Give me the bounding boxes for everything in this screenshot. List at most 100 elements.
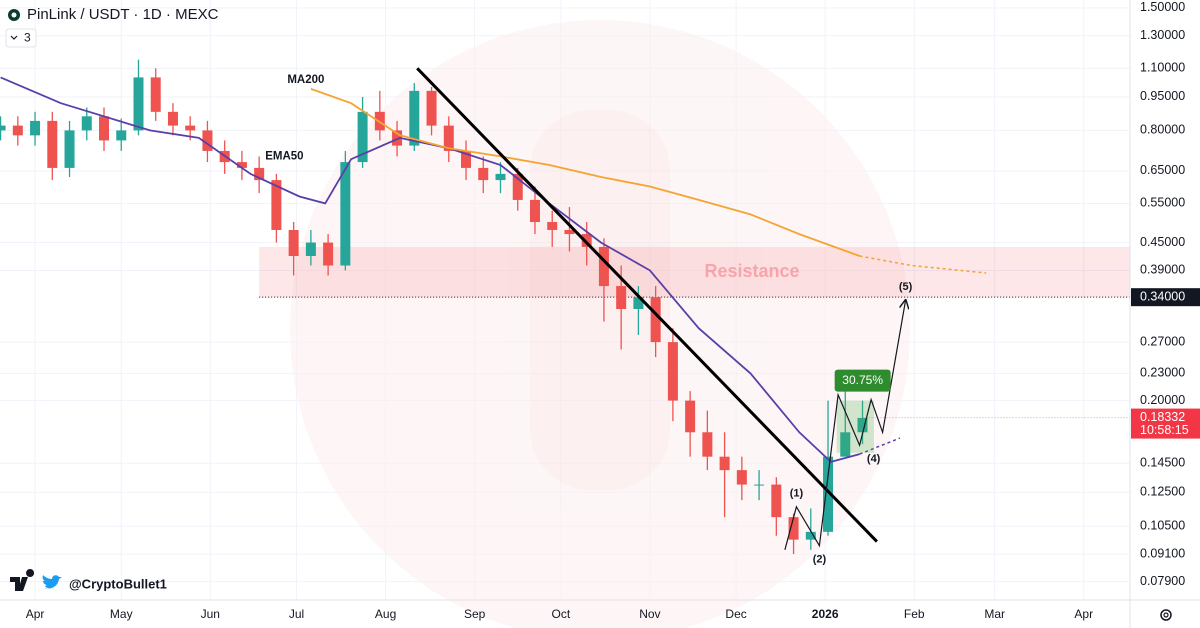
y-tick-label: 0.10500 bbox=[1140, 518, 1185, 532]
badge: 3 bbox=[24, 31, 31, 45]
candle-body bbox=[771, 484, 782, 518]
candle-body bbox=[340, 162, 351, 266]
wave-path bbox=[784, 300, 906, 550]
background-watermark bbox=[290, 20, 910, 628]
x-tick-label: May bbox=[110, 607, 133, 621]
wave-label: (5) bbox=[899, 281, 913, 293]
candle-body bbox=[667, 342, 678, 401]
last-price-label: 0.18332 bbox=[1140, 410, 1185, 424]
y-tick-label: 0.65000 bbox=[1140, 163, 1185, 177]
x-tick-label: Sep bbox=[464, 607, 486, 621]
x-tick-label: Jul bbox=[289, 607, 304, 621]
symbol-header: PinLink / USDT · 1D · MEXC 3 bbox=[5, 6, 219, 48]
candle-body bbox=[788, 517, 799, 540]
candle-body bbox=[512, 173, 523, 200]
author-handle: @CryptoBullet1 bbox=[69, 576, 167, 591]
y-tick-label: 0.27000 bbox=[1140, 334, 1185, 348]
candle-body bbox=[12, 125, 23, 136]
y-tick-label: 0.55000 bbox=[1140, 196, 1185, 210]
candle-body bbox=[719, 456, 730, 471]
x-tick-label: Jun bbox=[201, 607, 220, 621]
wave-label: (4) bbox=[867, 453, 881, 465]
candle-body bbox=[736, 470, 747, 485]
candle-body bbox=[633, 297, 644, 310]
x-tick-label: Oct bbox=[551, 607, 570, 621]
candle-body bbox=[529, 199, 540, 223]
indicator-projection bbox=[859, 437, 901, 455]
indicator-label: MA200 bbox=[287, 74, 324, 86]
candle-body bbox=[116, 130, 127, 141]
axes: 1.50000 1.30000 1.10000 0.95000 0.80000 0.650… bbox=[26, 0, 1200, 621]
indicator-label: EMA50 bbox=[265, 151, 303, 163]
candle-body bbox=[461, 150, 472, 168]
candle-body bbox=[47, 120, 58, 168]
candle-body bbox=[823, 456, 834, 532]
y-tick-label: 0.12500 bbox=[1140, 485, 1185, 499]
candle-body bbox=[702, 432, 713, 457]
candle-body bbox=[271, 180, 282, 230]
x-tick-label: 2026 bbox=[812, 607, 839, 621]
indicator-line bbox=[310, 88, 860, 257]
candle-body bbox=[133, 77, 144, 131]
measure-label-box bbox=[834, 369, 891, 392]
candle-body bbox=[64, 130, 75, 168]
candle-body bbox=[478, 167, 489, 181]
y-tick-label: 0.20000 bbox=[1140, 393, 1185, 407]
symbol-logo-dot bbox=[11, 12, 17, 18]
y-tick-label: 0.80000 bbox=[1140, 123, 1185, 137]
candle-body bbox=[167, 111, 178, 126]
y-tick-label: 0.95000 bbox=[1140, 89, 1185, 103]
settings-button[interactable] bbox=[1160, 609, 1172, 621]
countdown-label: 10:58:15 bbox=[1140, 423, 1189, 437]
symbol-title: PinLink / USDT · 1D · MEXC bbox=[27, 6, 219, 23]
overlay: EMA50 MA200 (1) (2) (4) (5) 30.75% bbox=[265, 67, 913, 566]
y-tick-label: 0.39000 bbox=[1140, 263, 1185, 277]
candle-body bbox=[185, 125, 196, 131]
y-tick-label: 0.09100 bbox=[1140, 546, 1185, 560]
candle-body bbox=[857, 417, 868, 433]
candle-body bbox=[840, 432, 851, 457]
candle-body bbox=[81, 116, 92, 131]
candle-body bbox=[202, 130, 213, 151]
candle-body bbox=[150, 77, 161, 112]
level-label: 0.34000 bbox=[1140, 289, 1185, 303]
trendline bbox=[416, 67, 878, 543]
candle-body bbox=[305, 242, 316, 256]
wave-label: (2) bbox=[813, 554, 827, 566]
y-tick-label: 0.23000 bbox=[1140, 366, 1185, 380]
y-tick-label: 0.45000 bbox=[1140, 235, 1185, 249]
y-tick-label: 1.10000 bbox=[1140, 61, 1185, 75]
x-tick-label: Nov bbox=[639, 607, 660, 621]
badge-box[interactable] bbox=[5, 28, 37, 48]
last-price-box bbox=[1131, 408, 1200, 439]
candle-body bbox=[598, 246, 609, 287]
candle-body bbox=[581, 234, 592, 247]
candle-body bbox=[236, 162, 247, 168]
candle-body bbox=[685, 400, 696, 433]
zone-label: Resistance bbox=[704, 261, 799, 281]
resistance-zone bbox=[259, 246, 1130, 298]
twitter-icon bbox=[42, 575, 62, 589]
x-tick-label: Apr bbox=[26, 607, 45, 621]
candle-body bbox=[426, 90, 437, 126]
candle-body bbox=[0, 125, 6, 131]
badge-chevron bbox=[10, 35, 18, 40]
measure-label: 30.75% bbox=[842, 373, 883, 387]
candle-body bbox=[392, 130, 403, 146]
candle-body bbox=[443, 125, 454, 151]
candle-body bbox=[754, 484, 765, 486]
y-tick-label: 1.50000 bbox=[1140, 0, 1185, 14]
x-tick-label: Mar bbox=[984, 607, 1005, 621]
measure-box bbox=[836, 400, 875, 453]
candle-body bbox=[616, 286, 627, 310]
candle-body bbox=[547, 222, 558, 230]
candle-body bbox=[323, 242, 334, 266]
candle-body bbox=[357, 111, 368, 163]
candle-body bbox=[409, 90, 420, 146]
plot-area: Resistance bbox=[0, 59, 1130, 555]
candle-body bbox=[495, 173, 506, 181]
indicator-projection bbox=[859, 255, 987, 274]
level-label-box bbox=[1131, 288, 1200, 307]
candle-body bbox=[30, 120, 41, 136]
